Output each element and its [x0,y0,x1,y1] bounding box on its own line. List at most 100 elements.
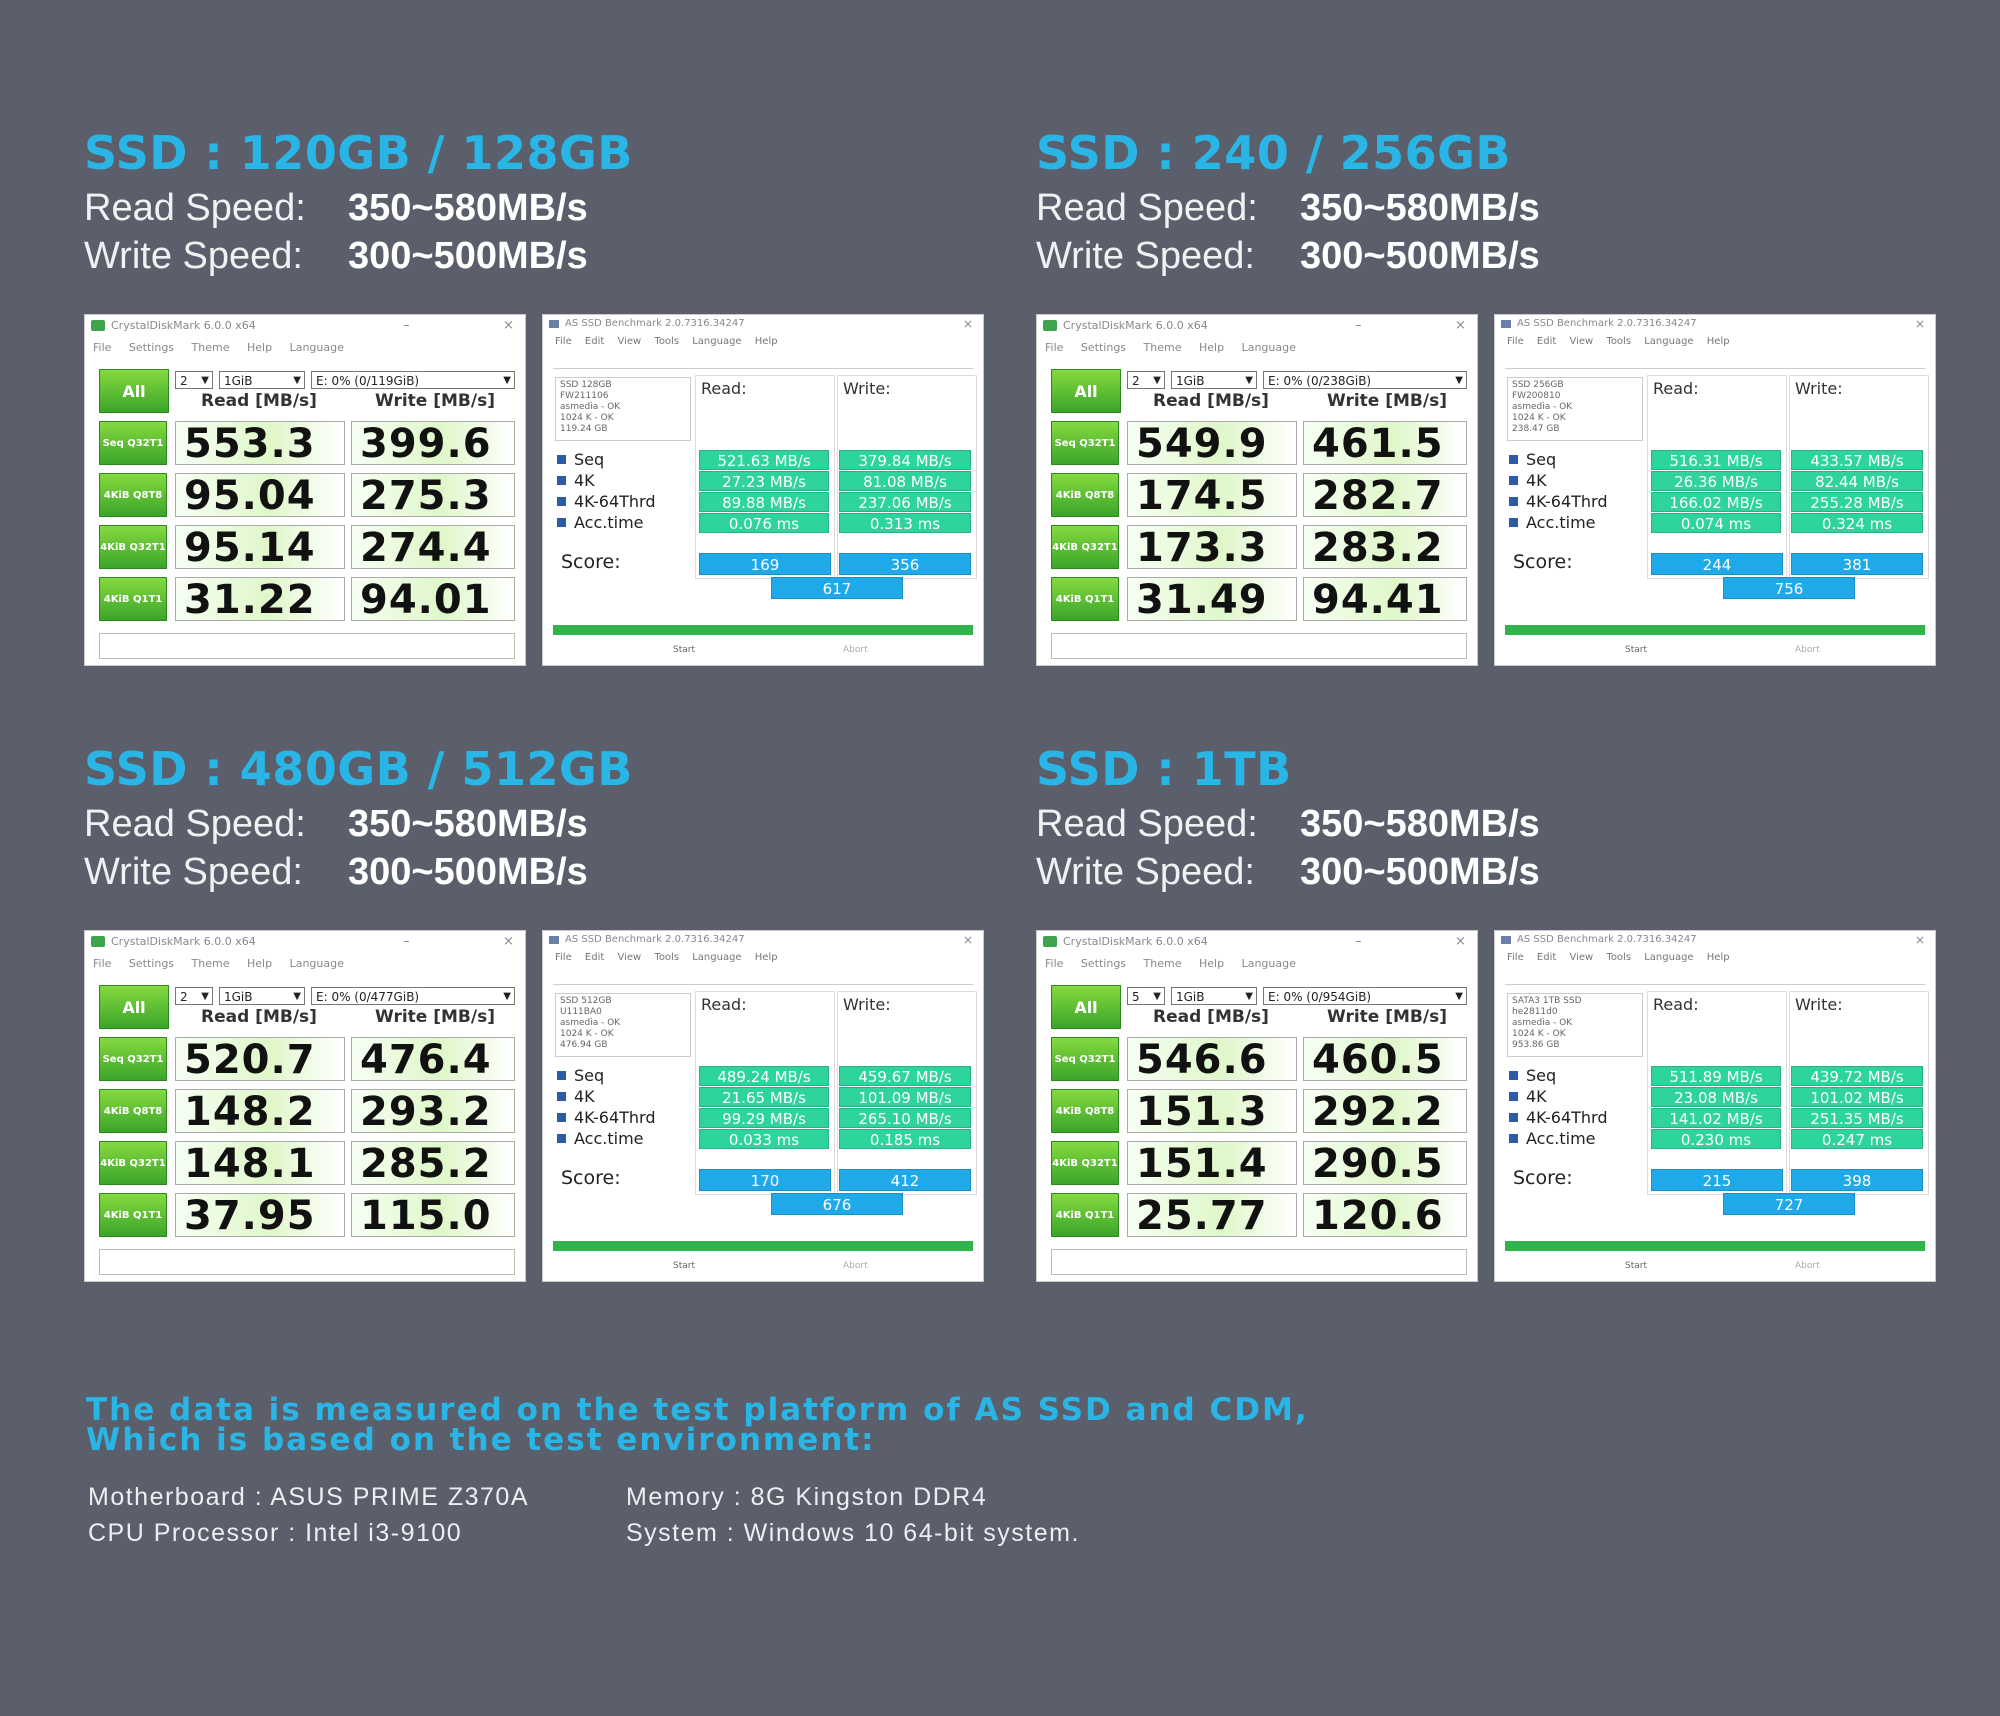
menu-edit[interactable]: Edit [584,336,605,347]
menu-tools[interactable]: Tools [1606,952,1632,963]
all-button[interactable]: All [1051,369,1121,413]
checkbox-icon[interactable] [557,497,566,506]
menu-help[interactable]: Help [1706,952,1730,963]
cdm-comment-field[interactable] [1051,1249,1467,1275]
menu-help[interactable]: Help [247,957,273,970]
minimize-icon[interactable]: – [403,934,410,949]
close-icon[interactable]: × [503,934,514,949]
menu-language[interactable]: Language [692,336,742,347]
menu-file[interactable]: File [1045,957,1064,970]
asssd-drive-select[interactable] [553,968,973,985]
menu-file[interactable]: File [555,952,572,963]
close-icon[interactable]: × [1455,934,1466,949]
count-select[interactable]: 2 ▼ [1127,371,1165,389]
menu-settings[interactable]: Settings [1080,957,1127,970]
checkbox-icon[interactable] [557,476,566,485]
minimize-icon[interactable]: – [1355,934,1362,949]
close-icon[interactable]: × [1914,317,1925,331]
menu-file[interactable]: File [93,957,112,970]
start-button[interactable]: Start [673,1261,695,1271]
cdm-test-button[interactable]: 4KiB Q8T8 [1051,1089,1119,1133]
checkbox-icon[interactable] [557,1113,566,1122]
count-select[interactable]: 5 ▼ [1127,987,1165,1005]
checkbox-icon[interactable] [1509,455,1518,464]
cdm-test-button[interactable]: 4KiB Q32T1 [1051,525,1119,569]
menu-file[interactable]: File [555,336,572,347]
size-select[interactable]: 1GiB ▼ [219,371,305,389]
cdm-test-button[interactable]: 4KiB Q8T8 [99,1089,167,1133]
start-button[interactable]: Start [1625,1261,1647,1271]
close-icon[interactable]: × [1455,318,1466,333]
menu-theme[interactable]: Theme [1143,341,1182,354]
checkbox-icon[interactable] [1509,476,1518,485]
abort-button[interactable]: Abort [843,645,868,655]
menu-theme[interactable]: Theme [1143,957,1182,970]
checkbox-icon[interactable] [557,455,566,464]
cdm-test-button[interactable]: 4KiB Q1T1 [1051,1193,1119,1237]
cdm-test-button[interactable]: Seq Q32T1 [99,421,167,465]
close-icon[interactable]: × [962,933,973,947]
cdm-comment-field[interactable] [1051,633,1467,659]
cdm-test-button[interactable]: 4KiB Q1T1 [99,577,167,621]
count-select[interactable]: 2 ▼ [175,987,213,1005]
size-select[interactable]: 1GiB ▼ [1171,371,1257,389]
cdm-test-button[interactable]: Seq Q32T1 [99,1037,167,1081]
checkbox-icon[interactable] [1509,497,1518,506]
close-icon[interactable]: × [962,317,973,331]
menu-view[interactable]: View [1569,336,1594,347]
all-button[interactable]: All [99,985,169,1029]
menu-language[interactable]: Language [289,341,344,354]
menu-help[interactable]: Help [1199,957,1225,970]
menu-edit[interactable]: Edit [584,952,605,963]
cdm-test-button[interactable]: 4KiB Q32T1 [1051,1141,1119,1185]
checkbox-icon[interactable] [1509,1071,1518,1080]
checkbox-icon[interactable] [557,1134,566,1143]
all-button[interactable]: All [1051,985,1121,1029]
abort-button[interactable]: Abort [843,1261,868,1271]
cdm-test-button[interactable]: 4KiB Q1T1 [99,1193,167,1237]
menu-settings[interactable]: Settings [1080,341,1127,354]
menu-help[interactable]: Help [754,952,778,963]
menu-file[interactable]: File [1045,341,1064,354]
menu-settings[interactable]: Settings [128,957,175,970]
menu-edit[interactable]: Edit [1536,336,1557,347]
close-icon[interactable]: × [503,318,514,333]
menu-theme[interactable]: Theme [191,957,230,970]
menu-edit[interactable]: Edit [1536,952,1557,963]
menu-settings[interactable]: Settings [128,341,175,354]
size-select[interactable]: 1GiB ▼ [219,987,305,1005]
abort-button[interactable]: Abort [1795,645,1820,655]
menu-file[interactable]: File [93,341,112,354]
checkbox-icon[interactable] [1509,1092,1518,1101]
menu-language[interactable]: Language [692,952,742,963]
asssd-drive-select[interactable] [1505,352,1925,369]
minimize-icon[interactable]: – [1355,318,1362,333]
cdm-test-button[interactable]: 4KiB Q8T8 [1051,473,1119,517]
checkbox-icon[interactable] [557,1092,566,1101]
drive-select[interactable]: E: 0% (0/477GiB) ▼ [311,987,515,1005]
menu-tools[interactable]: Tools [1606,336,1632,347]
close-icon[interactable]: × [1914,933,1925,947]
menu-file[interactable]: File [1507,336,1524,347]
cdm-test-button[interactable]: 4KiB Q32T1 [99,525,167,569]
cdm-comment-field[interactable] [99,633,515,659]
checkbox-icon[interactable] [557,1071,566,1080]
menu-help[interactable]: Help [247,341,273,354]
start-button[interactable]: Start [673,645,695,655]
checkbox-icon[interactable] [1509,1113,1518,1122]
menu-language[interactable]: Language [1241,341,1296,354]
drive-select[interactable]: E: 0% (0/238GiB) ▼ [1263,371,1467,389]
cdm-test-button[interactable]: 4KiB Q32T1 [99,1141,167,1185]
asssd-drive-select[interactable] [1505,968,1925,985]
menu-tools[interactable]: Tools [654,952,680,963]
menu-tools[interactable]: Tools [654,336,680,347]
cdm-comment-field[interactable] [99,1249,515,1275]
all-button[interactable]: All [99,369,169,413]
cdm-test-button[interactable]: 4KiB Q1T1 [1051,577,1119,621]
menu-language[interactable]: Language [1241,957,1296,970]
start-button[interactable]: Start [1625,645,1647,655]
cdm-test-button[interactable]: Seq Q32T1 [1051,421,1119,465]
count-select[interactable]: 2 ▼ [175,371,213,389]
checkbox-icon[interactable] [1509,1134,1518,1143]
size-select[interactable]: 1GiB ▼ [1171,987,1257,1005]
